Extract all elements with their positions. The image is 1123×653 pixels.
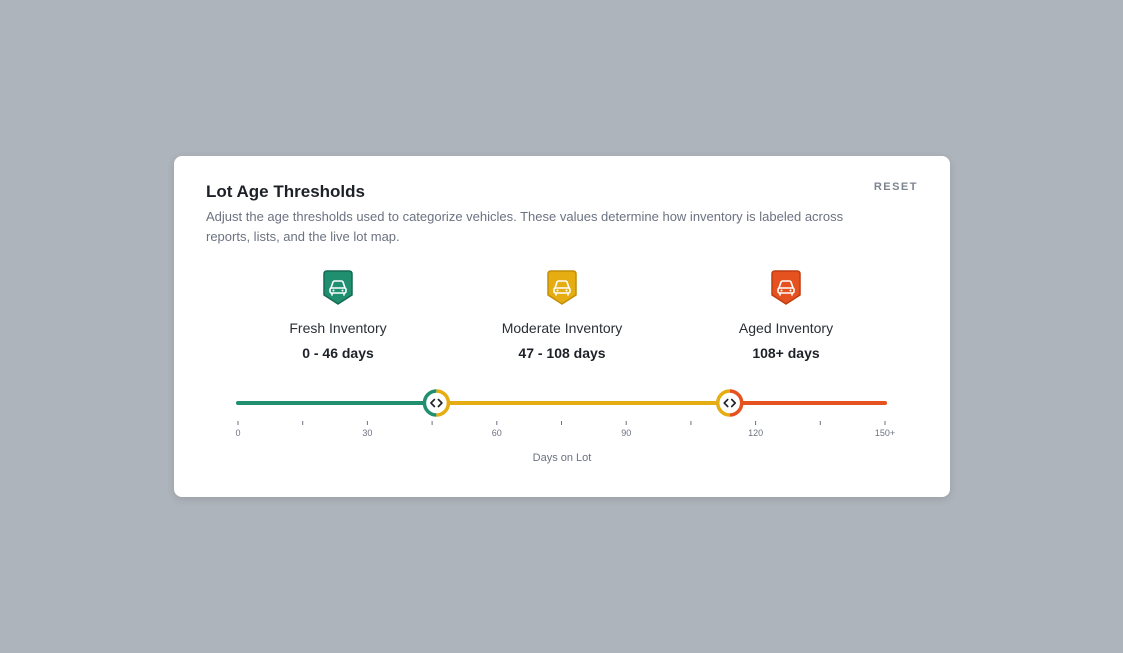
category-aged: Aged Inventory 108+ days [676,269,896,361]
category-name: Fresh Inventory [289,320,387,336]
car-icon [771,270,801,305]
handle-ring-right [436,389,451,417]
category-range: 0 - 46 days [302,345,374,361]
reset-button[interactable]: RESET [873,181,918,193]
car-icon [547,270,577,305]
lot-age-thresholds-card: Lot Age Thresholds RESET Adjust the age … [174,156,950,497]
card-title: Lot Age Thresholds [206,182,365,201]
category-name: Moderate Inventory [501,320,623,336]
card-description: Adjust the age thresholds used to catego… [206,209,844,244]
threshold-handle-fresh-moderate[interactable] [422,389,451,417]
tick-label: 90 [621,428,631,438]
handle-ring-right [729,389,744,417]
chevron-left-right-icon [723,398,737,408]
tick-label: 60 [492,428,502,438]
chevron-left-right-icon [430,398,443,408]
handle-ring-left [715,389,730,417]
category-range: 47 - 108 days [518,345,606,361]
axis-title: Days on Lot [532,452,592,464]
category-name: Aged Inventory [738,320,834,336]
handle-knob [425,392,447,414]
category-range: 108+ days [752,345,820,361]
tick-label: 150+ [875,428,895,438]
threshold-handle-moderate-aged[interactable] [715,389,744,417]
category-fresh: Fresh Inventory 0 - 46 days [228,269,448,361]
handle-ring-left [422,389,437,417]
tick-label: 120 [748,428,763,438]
age-threshold-slider[interactable]: 0 30 60 90 120 150+ [174,382,950,442]
handle-knob [719,392,741,414]
category-moderate: Moderate Inventory 47 - 108 days [452,269,672,361]
car-icon [323,270,353,305]
tick-label: 0 [235,428,240,438]
tick-label: 30 [362,428,372,438]
